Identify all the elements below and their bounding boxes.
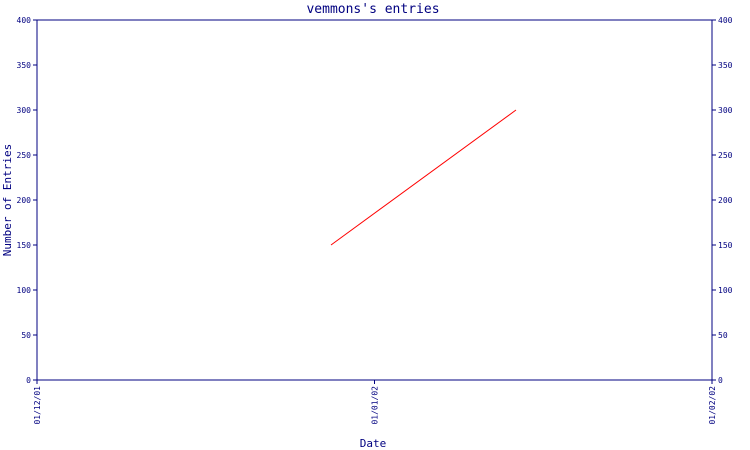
left-y-axis: 0 50 100 150 200 250 300 350 400: [17, 16, 37, 385]
y-tick-label-left: 150: [17, 241, 32, 250]
chart-title: vemmons's entries: [306, 2, 439, 17]
y-tick-label-right: 150: [718, 241, 733, 250]
x-tick-label: 01/12/01: [33, 386, 42, 425]
x-axis: 01/12/01 01/01/02 01/02/02: [33, 380, 717, 425]
x-tick-label: 01/01/02: [371, 386, 380, 425]
y-tick-label-right: 300: [718, 106, 733, 115]
y-tick-label-right: 350: [718, 61, 733, 70]
y-tick-label-left: 350: [17, 61, 32, 70]
y-tick-label-right: 200: [718, 196, 733, 205]
x-tick-label: 01/02/02: [708, 386, 717, 425]
y-tick-label-left: 100: [17, 286, 32, 295]
x-axis-title: Date: [360, 437, 387, 450]
plot-area-frame: [36, 19, 713, 381]
y-tick-label-left: 300: [17, 106, 32, 115]
y-tick-label-left: 0: [26, 376, 31, 385]
y-tick-label-right: 100: [718, 286, 733, 295]
y-tick-label-left: 50: [21, 331, 31, 340]
y-tick-label-left: 400: [17, 16, 32, 25]
y-tick-label-left: 200: [17, 196, 32, 205]
y-axis-title: Number of Entries: [1, 144, 14, 257]
y-tick-label-right: 250: [718, 151, 733, 160]
y-tick-label-left: 250: [17, 151, 32, 160]
y-tick-label-right: 0: [718, 376, 723, 385]
right-y-axis: 0 50 100 150 200 250 300 350 400: [712, 16, 733, 385]
series-layer: [330, 109, 517, 246]
series-line: [330, 109, 517, 246]
y-tick-label-right: 400: [718, 16, 733, 25]
y-tick-label-right: 50: [718, 331, 728, 340]
